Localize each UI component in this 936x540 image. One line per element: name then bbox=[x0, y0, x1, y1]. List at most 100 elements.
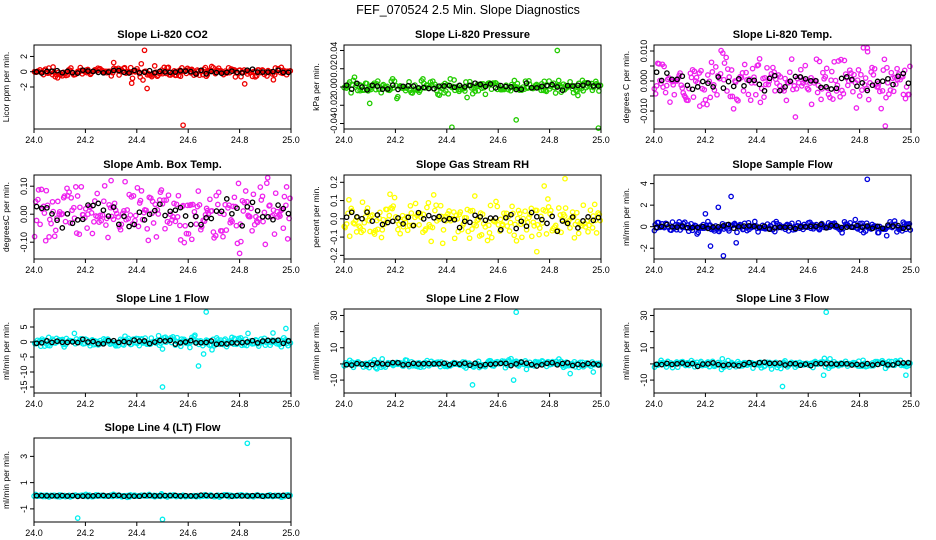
mean-point bbox=[766, 360, 773, 367]
outlier-point bbox=[510, 377, 517, 383]
mean-point bbox=[828, 86, 835, 92]
data-point bbox=[720, 76, 727, 83]
data-point bbox=[698, 67, 704, 74]
mean-point bbox=[895, 360, 901, 367]
data-point bbox=[112, 342, 119, 349]
mean-point bbox=[254, 69, 261, 75]
mean-point bbox=[69, 339, 76, 345]
mean-point bbox=[823, 83, 830, 90]
mean-point bbox=[249, 337, 256, 344]
data-point bbox=[91, 218, 97, 225]
mean-point bbox=[182, 213, 189, 219]
mean-point bbox=[761, 87, 768, 94]
y-tick-label: -10 bbox=[329, 374, 339, 387]
data-point bbox=[907, 63, 913, 70]
data-point bbox=[536, 225, 543, 231]
mean-point bbox=[715, 74, 722, 80]
x-tick-label: 24.6 bbox=[799, 135, 817, 145]
x-tick-label: 24.2 bbox=[77, 528, 95, 538]
data-point bbox=[830, 96, 836, 102]
mean-point bbox=[384, 219, 391, 226]
outlier-point bbox=[469, 382, 476, 388]
mean-point bbox=[472, 212, 478, 219]
mean-point bbox=[508, 211, 514, 218]
mean-point bbox=[389, 82, 396, 88]
mean-point bbox=[523, 80, 530, 86]
data-point bbox=[395, 226, 401, 233]
mean-point bbox=[554, 361, 561, 368]
mean-point bbox=[234, 205, 240, 212]
data-point bbox=[451, 235, 458, 242]
data-point bbox=[134, 184, 141, 191]
mean-point bbox=[477, 362, 484, 369]
mean-point bbox=[203, 70, 210, 77]
data-point bbox=[526, 214, 532, 221]
mean-point bbox=[59, 69, 66, 76]
data-point bbox=[143, 207, 149, 214]
data-point bbox=[768, 366, 775, 372]
y-axis-label: ml/min per min. bbox=[1, 322, 11, 380]
data-point bbox=[709, 69, 716, 75]
outlier-point bbox=[159, 384, 166, 390]
outlier-point bbox=[244, 440, 251, 447]
mean-point bbox=[234, 340, 240, 346]
data-point bbox=[177, 222, 183, 229]
data-point bbox=[432, 207, 438, 214]
data-point bbox=[257, 184, 264, 190]
data-point bbox=[487, 202, 494, 209]
mean-point bbox=[436, 83, 442, 90]
x-tick-label: 25.0 bbox=[282, 135, 300, 145]
x-tick-label: 24.4 bbox=[128, 399, 146, 409]
mean-point bbox=[528, 84, 535, 91]
data-point bbox=[284, 236, 291, 242]
mean-point bbox=[664, 70, 670, 76]
data-point bbox=[48, 220, 54, 227]
mean-point bbox=[792, 73, 799, 80]
mean-point bbox=[275, 202, 281, 208]
data-point bbox=[485, 222, 492, 229]
mean-point bbox=[797, 223, 804, 230]
mean-point bbox=[49, 493, 55, 499]
mean-point bbox=[849, 76, 855, 83]
data-point bbox=[688, 74, 695, 81]
data-points bbox=[341, 175, 604, 255]
data-point bbox=[514, 80, 521, 87]
data-point bbox=[387, 191, 393, 198]
mean-point bbox=[492, 85, 499, 91]
mean-point bbox=[85, 68, 91, 74]
data-point bbox=[121, 207, 127, 214]
x-tick-label: 24.0 bbox=[25, 528, 43, 538]
mean-point bbox=[869, 82, 876, 89]
data-point bbox=[516, 210, 523, 217]
mean-point bbox=[79, 493, 86, 499]
data-point bbox=[105, 234, 111, 241]
mean-point bbox=[379, 86, 386, 93]
mean-point bbox=[177, 493, 184, 499]
mean-point bbox=[436, 360, 442, 367]
data-point bbox=[464, 94, 470, 101]
data-points bbox=[31, 440, 293, 523]
data-point bbox=[721, 60, 728, 66]
outlier-point bbox=[270, 330, 276, 336]
panel-6: Slope Sample Flow ml/min per min. 24.0 24.2… bbox=[621, 159, 920, 275]
mean-point bbox=[374, 83, 381, 90]
y-tick-label: 3 bbox=[19, 454, 29, 459]
mean-point bbox=[405, 214, 412, 221]
x-tick-label: 24.6 bbox=[489, 135, 507, 145]
mean-point bbox=[405, 361, 412, 368]
panel-10: Slope Line 4 (LT) Flow ml/min per min. 24.… bbox=[1, 422, 300, 538]
data-point bbox=[439, 240, 446, 247]
data-point bbox=[732, 79, 739, 85]
data-points bbox=[31, 309, 294, 390]
mean-point bbox=[239, 70, 246, 76]
mean-point bbox=[741, 361, 747, 368]
mean-point bbox=[229, 339, 235, 346]
outlier-point bbox=[820, 372, 827, 379]
data-point bbox=[800, 80, 806, 86]
data-point bbox=[739, 70, 746, 76]
data-point bbox=[272, 190, 279, 197]
mean-point bbox=[187, 337, 194, 344]
mean-point bbox=[503, 360, 509, 367]
mean-point bbox=[38, 492, 45, 499]
